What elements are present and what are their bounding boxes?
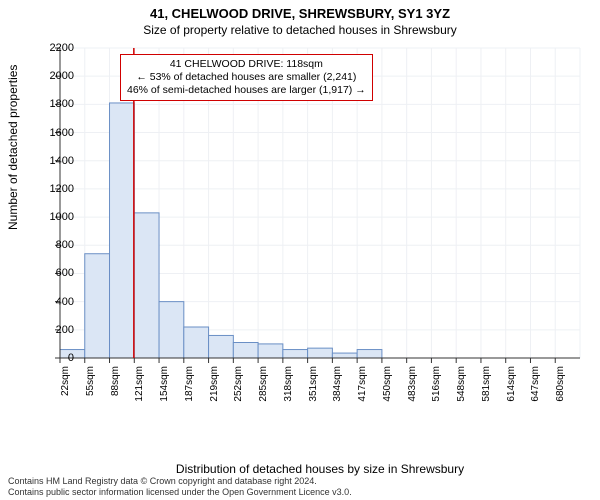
callout-box: 41 CHELWOOD DRIVE: 118sqm ← 53% of detac… xyxy=(120,54,373,101)
x-tick-label: 121sqm xyxy=(134,366,145,416)
x-tick-label: 154sqm xyxy=(159,366,170,416)
chart-container: 41, CHELWOOD DRIVE, SHREWSBURY, SY1 3YZ … xyxy=(0,0,600,500)
x-tick-label: 252sqm xyxy=(233,366,244,416)
y-tick-label: 1200 xyxy=(34,183,74,195)
x-tick-label: 647sqm xyxy=(530,366,541,416)
x-axis-label: Distribution of detached houses by size … xyxy=(60,462,580,476)
callout-line-1: 41 CHELWOOD DRIVE: 118sqm xyxy=(127,58,366,71)
y-tick-label: 2000 xyxy=(34,70,74,82)
y-tick-label: 1600 xyxy=(34,127,74,139)
y-tick-label: 0 xyxy=(34,352,74,364)
y-tick-label: 800 xyxy=(34,239,74,251)
x-tick-label: 88sqm xyxy=(110,366,121,416)
x-tick-label: 187sqm xyxy=(184,366,195,416)
x-tick-label: 548sqm xyxy=(456,366,467,416)
x-tick-label: 680sqm xyxy=(555,366,566,416)
x-tick-label: 516sqm xyxy=(431,366,442,416)
footnote-line-1: Contains HM Land Registry data © Crown c… xyxy=(8,476,352,487)
y-tick-label: 600 xyxy=(34,267,74,279)
x-tick-label: 318sqm xyxy=(283,366,294,416)
y-tick-label: 1000 xyxy=(34,211,74,223)
x-tick-label: 581sqm xyxy=(481,366,492,416)
chart-subtitle: Size of property relative to detached ho… xyxy=(0,21,600,41)
y-tick-label: 1400 xyxy=(34,155,74,167)
x-tick-label: 22sqm xyxy=(60,366,71,416)
x-tick-label: 450sqm xyxy=(382,366,393,416)
y-tick-label: 400 xyxy=(34,296,74,308)
x-tick-label: 417sqm xyxy=(357,366,368,416)
x-tick-label: 483sqm xyxy=(407,366,418,416)
y-tick-label: 2200 xyxy=(34,42,74,54)
y-tick-label: 200 xyxy=(34,324,74,336)
x-tick-label: 55sqm xyxy=(85,366,96,416)
y-axis-label: Number of detached properties xyxy=(6,65,20,230)
callout-line-3: 46% of semi-detached houses are larger (… xyxy=(127,84,366,97)
footnote: Contains HM Land Registry data © Crown c… xyxy=(8,476,352,498)
plot-area xyxy=(60,48,580,418)
chart-title: 41, CHELWOOD DRIVE, SHREWSBURY, SY1 3YZ xyxy=(0,0,600,21)
callout-line-2: ← 53% of detached houses are smaller (2,… xyxy=(127,71,366,84)
x-tick-label: 384sqm xyxy=(332,366,343,416)
x-tick-label: 351sqm xyxy=(308,366,319,416)
y-tick-label: 1800 xyxy=(34,98,74,110)
chart-svg xyxy=(60,48,580,418)
x-tick-label: 285sqm xyxy=(258,366,269,416)
x-tick-label: 614sqm xyxy=(506,366,517,416)
x-tick-label: 219sqm xyxy=(209,366,220,416)
footnote-line-2: Contains public sector information licen… xyxy=(8,487,352,498)
